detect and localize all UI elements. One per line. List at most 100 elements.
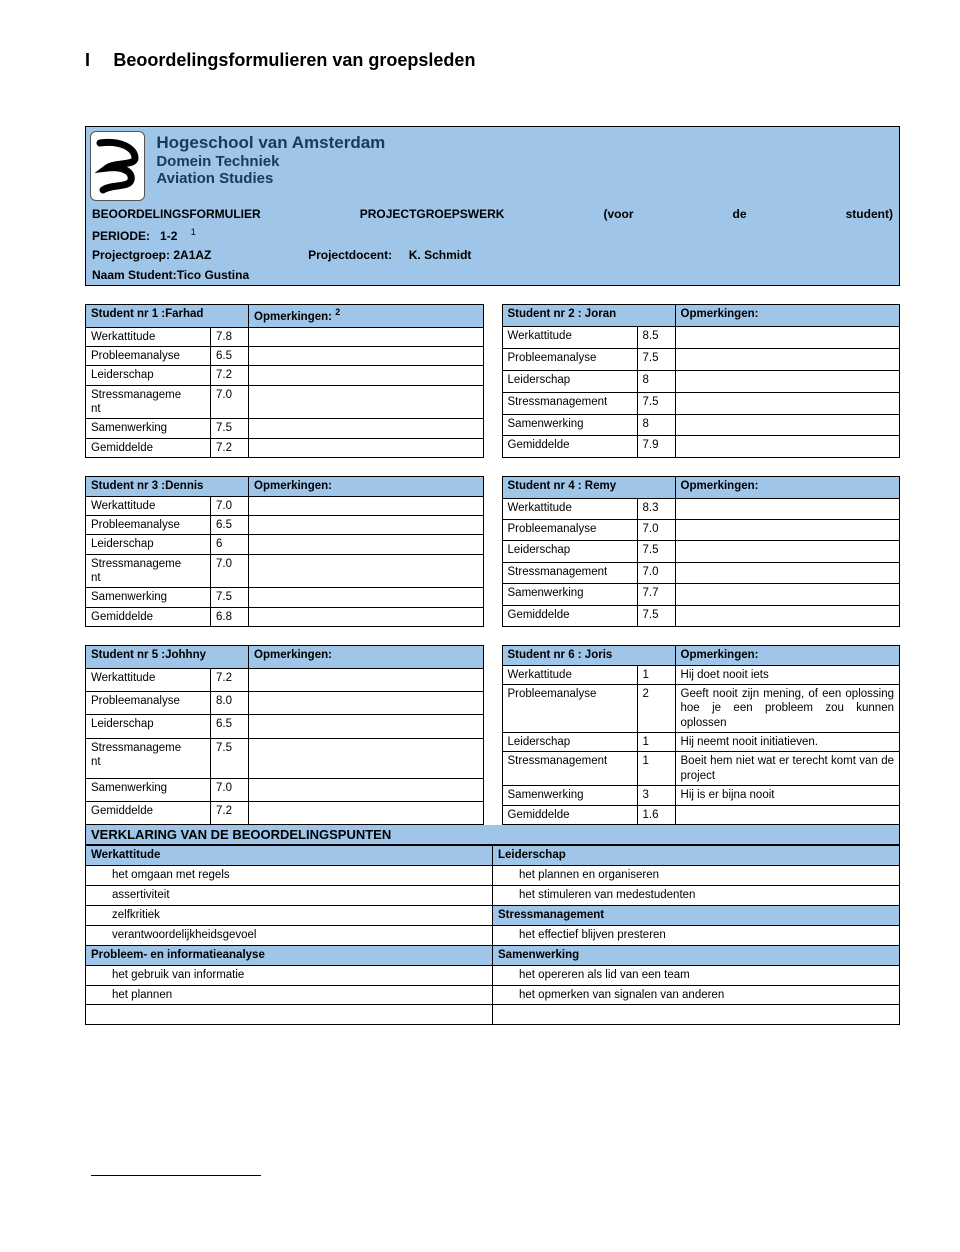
- row-value: 6: [211, 535, 249, 554]
- row-comment: [249, 385, 483, 419]
- verkl-item: verantwoordelijkheidsgevoel: [86, 925, 493, 945]
- row-value: 7.5: [211, 738, 249, 778]
- row-comment: [249, 327, 483, 346]
- row-comment: Hij doet nooit iets: [675, 665, 899, 684]
- student-pair-3: Student nr 5 :JohhnyOpmerkingen: Werkatt…: [85, 645, 900, 825]
- row-value: 7.2: [211, 801, 249, 824]
- row-label: Probleemanalyse: [86, 515, 211, 534]
- row-comment: [249, 515, 483, 534]
- row-comment: [249, 588, 483, 607]
- row-value: 7.5: [637, 392, 675, 414]
- verkl-item: zelfkritiek: [86, 905, 493, 925]
- row-value: 1: [637, 665, 675, 684]
- naam-value: Tico Gustina: [177, 268, 249, 282]
- row-label: Gemiddelde: [86, 438, 211, 457]
- opm-label: Opmerkingen:: [675, 305, 900, 327]
- student6-table: Student nr 6 : JorisOpmerkingen: Werkatt…: [502, 645, 901, 825]
- row-label: Gemiddelde: [86, 607, 211, 626]
- verkl-item: het gebruik van informatie: [86, 965, 493, 985]
- row-label: Gemiddelde: [502, 605, 637, 626]
- row-comment: [249, 669, 484, 692]
- row-comment: [249, 778, 484, 801]
- row-label: Stressmanagement: [502, 752, 637, 786]
- row-label: Samenwerking: [86, 419, 211, 438]
- row-comment: [675, 498, 899, 519]
- row-label: Stressmanagement: [502, 562, 637, 583]
- row-label: Probleemanalyse: [86, 692, 211, 715]
- verkl-empty: [493, 1005, 900, 1025]
- row-value: 1.6: [637, 805, 675, 824]
- row-comment: [249, 801, 484, 824]
- row-label: Samenwerking: [502, 414, 637, 436]
- row-value: 7.2: [211, 669, 249, 692]
- form-title-c: (voor: [603, 207, 633, 223]
- verkl-item: assertiviteit: [86, 885, 493, 905]
- row-label: Samenwerking: [502, 584, 637, 605]
- row-value: 7.0: [637, 520, 675, 541]
- row-label: Werkattitude: [502, 665, 637, 684]
- row-value: 1: [637, 733, 675, 752]
- row-comment: [249, 366, 483, 385]
- footnote-separator: [91, 1175, 261, 1176]
- row-comment: [675, 584, 899, 605]
- opm-label: Opmerkingen: 2: [249, 305, 483, 327]
- verkl-item: het effectief blijven presteren: [493, 925, 900, 945]
- row-label: Leiderschap: [502, 370, 637, 392]
- row-label: Leiderschap: [86, 366, 211, 385]
- row-comment: Boeit hem niet wat er terecht komt van d…: [675, 752, 899, 786]
- row-label: Stressmanagement: [86, 385, 211, 419]
- student2-title: Student nr 2 : Joran: [502, 305, 675, 327]
- row-comment: [249, 496, 483, 515]
- row-value: 2: [637, 684, 675, 732]
- student5-table: Student nr 5 :JohhnyOpmerkingen: Werkatt…: [85, 645, 484, 825]
- row-value: 7.0: [211, 554, 249, 588]
- row-comment: [675, 436, 900, 458]
- row-value: 6.5: [211, 346, 249, 365]
- row-label: Gemiddelde: [86, 801, 211, 824]
- row-value: 7.0: [211, 778, 249, 801]
- row-value: 6.5: [211, 515, 249, 534]
- row-value: 8.5: [637, 327, 675, 349]
- org-title-block: Hogeschool van Amsterdam Domein Techniek…: [152, 127, 389, 193]
- row-value: 7.0: [211, 496, 249, 515]
- opm-label: Opmerkingen:: [249, 477, 483, 496]
- form-title-b: PROJECTGROEPSWERK: [360, 207, 505, 223]
- row-value: 7.5: [637, 349, 675, 371]
- row-value: 8: [637, 370, 675, 392]
- row-comment: [675, 327, 900, 349]
- form-title-a: BEOORDELINGSFORMULIER: [92, 207, 261, 223]
- verkl-cat: Werkattitude: [86, 845, 493, 865]
- row-label: Stressmanagement: [502, 392, 637, 414]
- row-label: Gemiddelde: [502, 805, 637, 824]
- row-comment: [675, 805, 899, 824]
- student1-table: Student nr 1 :FarhadOpmerkingen: 2 Werka…: [85, 304, 484, 458]
- row-comment: [249, 692, 484, 715]
- opm-label: Opmerkingen:: [675, 477, 899, 498]
- row-value: 7.0: [211, 385, 249, 419]
- row-comment: Hij neemt nooit initiatieven.: [675, 733, 899, 752]
- row-value: 7.8: [211, 327, 249, 346]
- row-label: Werkattitude: [502, 498, 637, 519]
- verklaring-table: Werkattitude Leiderschap het omgaan met …: [85, 845, 900, 1026]
- row-comment: [675, 349, 900, 371]
- projectdocent-label: Projectdocent:: [308, 248, 392, 262]
- row-label: Probleemanalyse: [502, 349, 637, 371]
- verklaring-title: VERKLARING VAN DE BEOORDELINGSPUNTEN: [85, 825, 900, 845]
- student-pair-2: Student nr 3 :DennisOpmerkingen: Werkatt…: [85, 476, 900, 627]
- org-program: Aviation Studies: [156, 170, 385, 187]
- row-comment: [675, 605, 899, 626]
- page: I Beoordelingsformulieren van groepslede…: [0, 0, 960, 1226]
- student1-title: Student nr 1 :Farhad: [86, 305, 249, 327]
- projectgroep-value: 2A1AZ: [173, 248, 211, 262]
- row-label: Leiderschap: [502, 733, 637, 752]
- row-value: 6.8: [211, 607, 249, 626]
- row-label: Gemiddelde: [502, 436, 637, 458]
- row-value: 7.9: [637, 436, 675, 458]
- section-title: Beoordelingsformulieren van groepsleden: [113, 50, 475, 71]
- periode-row: PERIODE: 1-2 1: [86, 225, 899, 247]
- row-comment: [675, 370, 900, 392]
- naam-row: Naam Student:Tico Gustina: [86, 266, 899, 286]
- opm-label: Opmerkingen:: [675, 646, 899, 665]
- projectgroep-row: Projectgroep: 2A1AZ Projectdocent: K. Sc…: [86, 246, 899, 266]
- verkl-item: het plannen: [86, 985, 493, 1005]
